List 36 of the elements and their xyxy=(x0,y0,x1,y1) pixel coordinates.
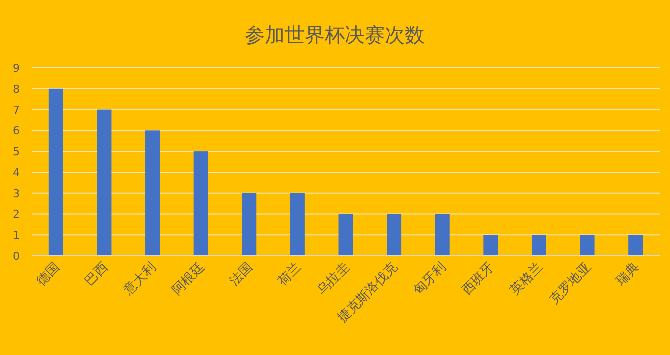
bar xyxy=(580,235,595,256)
x-tick-label: 西班牙 xyxy=(460,260,498,298)
y-tick-label: 3 xyxy=(13,187,20,200)
bar xyxy=(48,88,64,256)
y-tick-label: 7 xyxy=(13,104,20,117)
bar xyxy=(146,130,160,256)
y-tick-label: 0 xyxy=(13,250,20,263)
x-tick-label: 克罗地亚 xyxy=(546,260,594,308)
x-tick-label: 英格兰 xyxy=(508,260,546,298)
bar xyxy=(387,214,402,256)
x-tick-label: 法国 xyxy=(227,260,256,290)
x-tick-label: 匈牙利 xyxy=(411,260,450,298)
x-tick-label: 德国 xyxy=(34,260,63,290)
x-tick-label: 瑞典 xyxy=(614,260,643,290)
y-tick-label: 6 xyxy=(13,124,20,138)
bar xyxy=(532,235,546,256)
bar xyxy=(97,110,112,256)
bar xyxy=(194,152,208,256)
bar xyxy=(290,193,305,256)
x-tick-label: 阿根廷 xyxy=(170,260,208,298)
y-tick-label: 1 xyxy=(13,229,20,242)
y-tick-label: 4 xyxy=(13,166,20,180)
bar xyxy=(484,235,498,256)
bar xyxy=(435,214,450,256)
x-tick-label: 巴西 xyxy=(82,260,112,290)
x-tick-label: 意大利 xyxy=(120,260,160,300)
y-tick-label: 9 xyxy=(13,62,20,75)
y-tick-label: 8 xyxy=(13,82,20,96)
bar xyxy=(628,235,644,256)
y-tick-label: 2 xyxy=(13,208,20,222)
x-tick-label: 荷兰 xyxy=(276,260,305,290)
bar xyxy=(242,193,257,256)
x-tick-label: 乌拉圭 xyxy=(314,260,353,298)
chart-title: 参加世界杯决赛次数 xyxy=(245,23,425,47)
y-tick-label: 5 xyxy=(13,146,20,159)
bar xyxy=(338,214,354,256)
